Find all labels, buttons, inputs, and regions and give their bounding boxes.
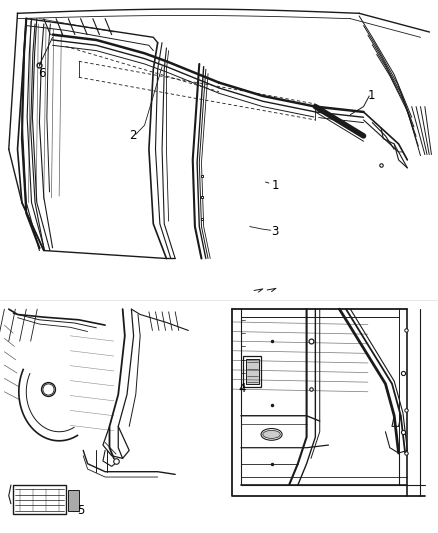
Text: 3: 3: [272, 224, 279, 238]
Text: 1: 1: [368, 88, 375, 102]
Bar: [13, 485, 66, 514]
Ellipse shape: [263, 431, 280, 438]
Text: 1: 1: [272, 179, 279, 192]
Text: 6: 6: [39, 67, 46, 80]
Text: 5: 5: [77, 504, 84, 518]
Text: 4: 4: [239, 382, 246, 395]
Text: 2: 2: [129, 128, 137, 142]
Bar: [68, 490, 79, 511]
FancyBboxPatch shape: [246, 359, 259, 384]
Ellipse shape: [261, 429, 282, 440]
FancyBboxPatch shape: [243, 356, 261, 387]
